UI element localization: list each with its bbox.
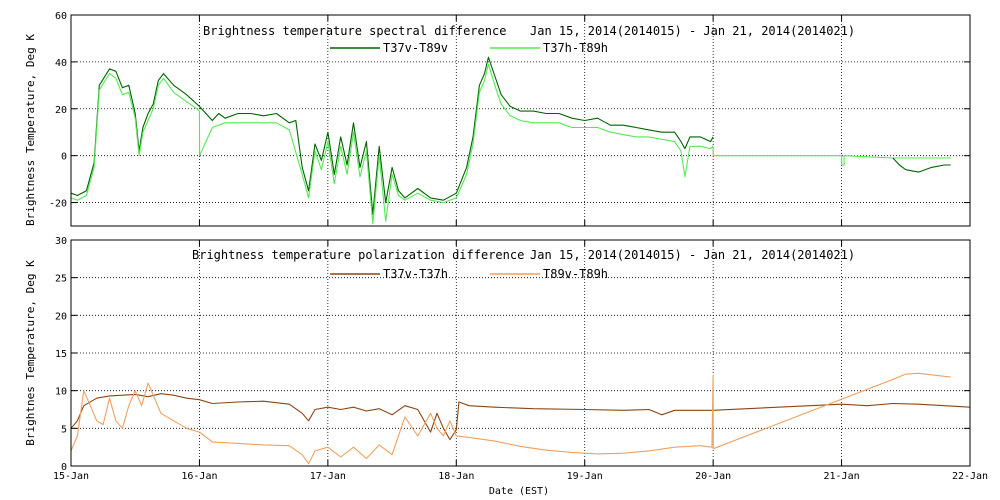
y-tick-label: 10 bbox=[55, 387, 67, 398]
y-tick-label: 60 bbox=[55, 11, 67, 22]
panel2-legend: T37v-T37h T89v-T89h bbox=[330, 267, 608, 281]
series-line-t37v-t37h bbox=[70, 393, 971, 441]
panel2-title: Brightness temperature polarization diff… bbox=[192, 248, 524, 262]
x-tick-label: 18-Jan bbox=[438, 471, 474, 482]
y-tick-label: 20 bbox=[55, 105, 67, 116]
panel1-title: Brightness temperature spectral differen… bbox=[203, 24, 506, 38]
y-tick-label: 0 bbox=[61, 152, 67, 163]
x-tick-label: 21-Jan bbox=[824, 471, 860, 482]
x-tick-label: 20-Jan bbox=[695, 471, 731, 482]
legend-label: T37v-T89v bbox=[383, 41, 448, 55]
y-tick-label: 30 bbox=[55, 236, 67, 247]
y-tick-label: 25 bbox=[55, 274, 67, 285]
y-tick-label: 15 bbox=[55, 349, 67, 360]
panel1-frame bbox=[70, 14, 971, 227]
legend-label: T37v-T37h bbox=[383, 267, 448, 281]
spectral-difference-panel: Brightness temperature spectral differen… bbox=[24, 11, 971, 227]
panel1-legend: T37v-T89v T37h-T89h bbox=[330, 41, 608, 55]
x-tick-label: 16-Jan bbox=[181, 471, 217, 482]
y-tick-label: 20 bbox=[55, 311, 67, 322]
series-line-t89v-t89h bbox=[70, 372, 951, 465]
y-tick-label: -20 bbox=[49, 199, 67, 210]
series-line-t37h-t89h bbox=[70, 63, 951, 225]
x-tick-label: 17-Jan bbox=[310, 471, 346, 482]
y-tick-label: 0 bbox=[61, 462, 67, 473]
panel2-date-range: Jan 15, 2014(2014015) - Jan 21, 2014(201… bbox=[530, 248, 855, 262]
panel1-y-axis-label: Brightness Temperature, Deg K bbox=[24, 34, 37, 226]
x-tick-label: 15-Jan bbox=[53, 471, 89, 482]
panel1-date-range: Jan 15, 2014(2014015) - Jan 21, 2014(201… bbox=[530, 24, 855, 38]
panel2-y-axis-label: Brightnes Temperature, Deg K bbox=[24, 260, 37, 446]
series-line-t37v-t89v-tail- bbox=[892, 157, 951, 173]
legend-label: T89v-T89h bbox=[543, 267, 608, 281]
x-tick-label: 22-Jan bbox=[952, 471, 988, 482]
y-tick-label: 40 bbox=[55, 58, 67, 69]
x-axis-label: Date (EST) bbox=[489, 486, 549, 497]
polarization-difference-panel: Brightness temperature polarization diff… bbox=[24, 236, 971, 473]
y-tick-label: 5 bbox=[61, 424, 67, 435]
x-tick-labels: 15-Jan 16-Jan 17-Jan 18-Jan 19-Jan 20-Jan 21-J… bbox=[53, 471, 988, 482]
series-line-t37v-t89v bbox=[70, 56, 714, 215]
legend-label: T37h-T89h bbox=[543, 41, 608, 55]
x-tick-label: 19-Jan bbox=[567, 471, 603, 482]
